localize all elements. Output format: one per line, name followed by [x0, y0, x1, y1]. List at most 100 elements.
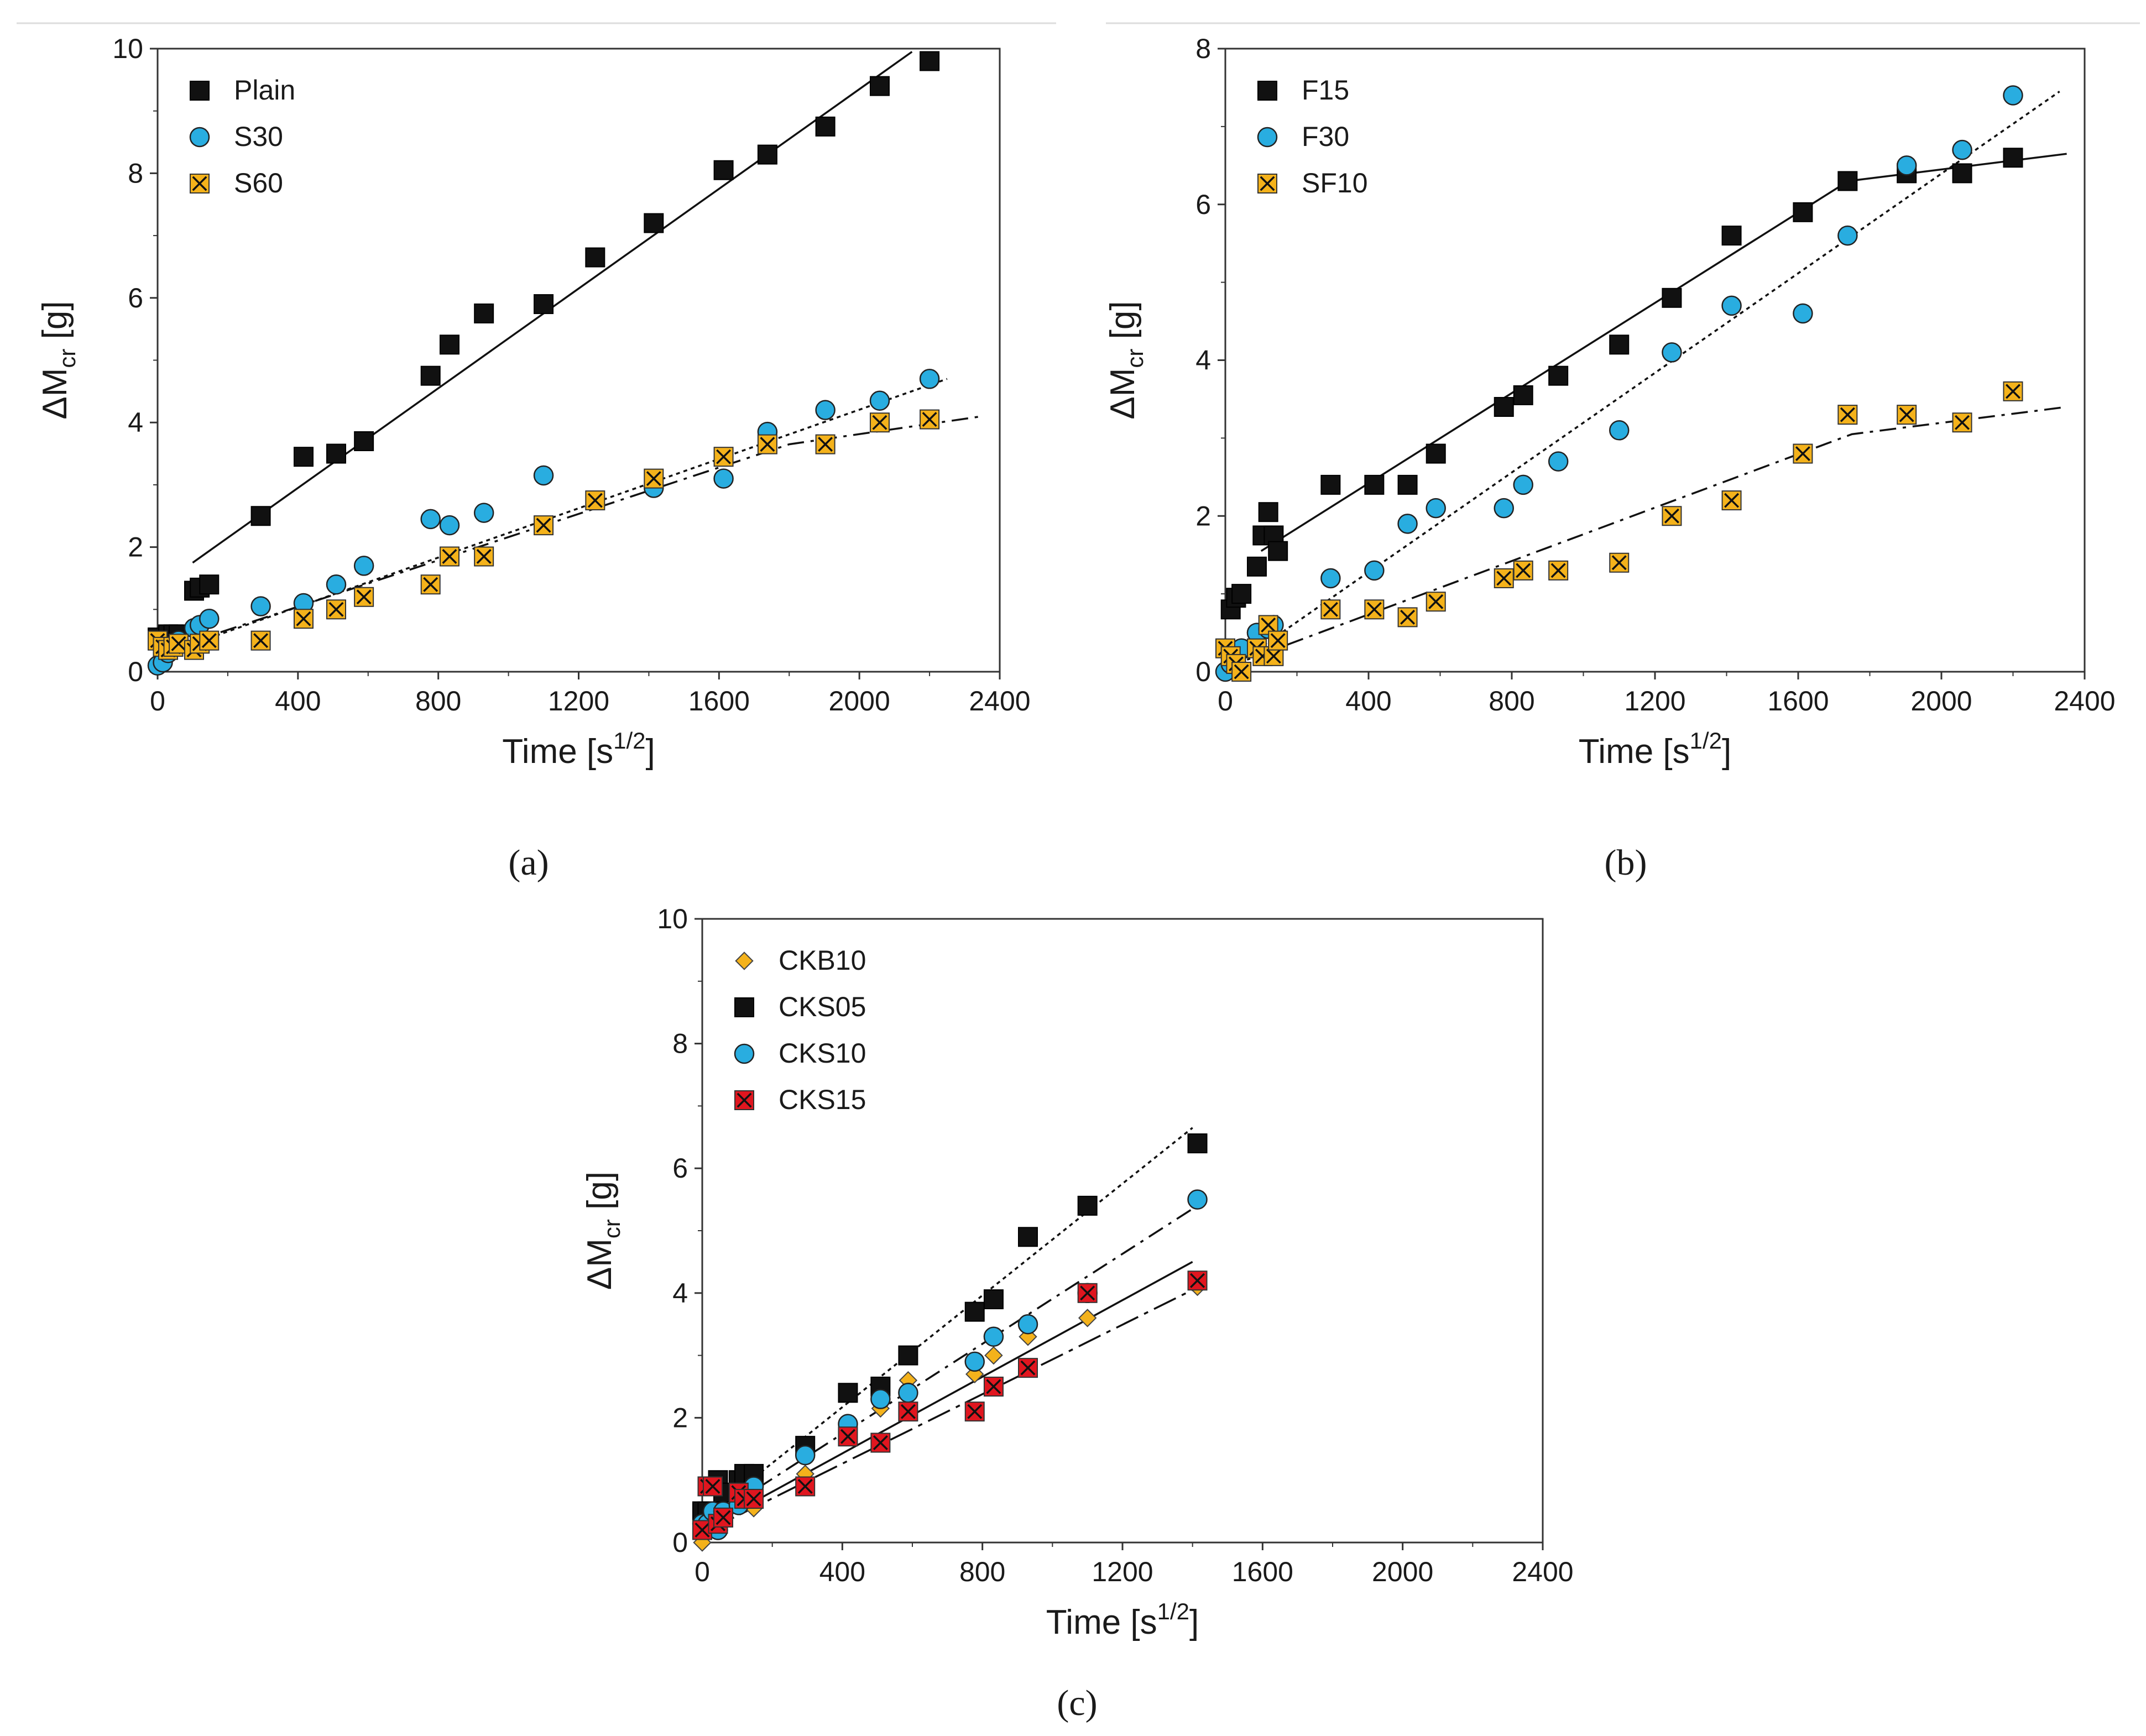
chart-a-plot-frame	[156, 48, 1001, 673]
chart-b-point-f30	[1426, 498, 1446, 519]
chart-a-series-s60	[148, 409, 940, 660]
chart-b-point-sf10	[1494, 568, 1514, 588]
chart-c-y-tick-label: 6	[672, 1153, 688, 1184]
chart-b-x-tick-label: 0	[1218, 686, 1233, 717]
chart-b-point-sf10	[1837, 405, 1858, 425]
chart-c-point-cks15	[870, 1432, 891, 1453]
chart-a-point-plain	[644, 213, 664, 233]
chart-b-point-f15	[1837, 171, 1858, 191]
chart-b-point-f15	[1548, 365, 1569, 386]
chart-a-y-tick-label: 4	[128, 407, 143, 438]
chart-c-fit-line-ckb10	[702, 1261, 1193, 1531]
chart-b-point-f15	[1494, 397, 1514, 417]
chart-b-point-sf10	[1662, 506, 1682, 526]
panel-label-c: (c)	[1057, 1683, 1097, 1723]
chart-b-point-sf10	[1548, 560, 1569, 581]
chart-c-point-cks05	[838, 1383, 858, 1403]
chart-b-point-sf10	[1609, 552, 1630, 573]
chart-c-point-cks15	[1077, 1283, 1098, 1303]
chart-a-point-plain	[815, 116, 836, 137]
chart-c-y-tick-label: 2	[672, 1402, 688, 1433]
chart-b-y-tick-label: 8	[1195, 33, 1211, 64]
chart-b-point-f15	[1397, 474, 1418, 495]
chart-b-point-f15	[1662, 287, 1682, 308]
chart-a-point-s30	[326, 574, 347, 595]
chart-a-point-s30	[353, 556, 374, 576]
chart-b-point-sf10	[1397, 607, 1418, 628]
chart-c-y-tick-label: 8	[672, 1028, 688, 1059]
chart-b-series-sf10	[1215, 381, 2023, 682]
chart-b-legend-marker	[1257, 127, 1278, 148]
chart-b-point-f30	[1397, 514, 1418, 534]
chart-c-point-cks15	[983, 1377, 1004, 1397]
chart-a-fit-line-s60	[157, 415, 983, 654]
chart-a-point-plain	[199, 574, 220, 595]
chart-a-point-s60	[250, 630, 271, 651]
chart-c-legend-label: CKS15	[779, 1084, 866, 1115]
chart-a-point-s60	[474, 546, 494, 567]
chart-c-fit-line-cks10	[702, 1208, 1193, 1525]
chart-c-series-ckb10	[693, 1277, 1207, 1552]
chart-a-point-plain	[713, 160, 734, 180]
chart-b-y-tick-label: 6	[1195, 189, 1211, 220]
chart-b-point-f15	[1246, 556, 1267, 577]
chart-c-y-tick-label: 10	[657, 903, 688, 934]
chart-a-point-s30	[533, 465, 554, 486]
chart-c-point-cks15	[703, 1476, 723, 1497]
chart-c-point-cks05	[1018, 1227, 1038, 1247]
chart-c-point-cks05	[1077, 1195, 1098, 1216]
chart-a-point-s60	[757, 434, 777, 454]
chart-c-point-cks10	[1017, 1314, 1038, 1335]
chart-a-point-plain	[420, 365, 441, 386]
chart-b-point-f15	[1793, 202, 1813, 222]
chart-b-point-f30	[1513, 474, 1533, 495]
chart-b-point-sf10	[1513, 560, 1533, 581]
chart-a-point-s30	[420, 509, 441, 530]
chart-a-point-s30	[199, 608, 220, 629]
chart-a-point-s60	[326, 599, 347, 620]
chart-b-point-sf10	[1320, 599, 1341, 620]
chart-b-point-f30	[1662, 342, 1682, 363]
chart-b-point-f30	[1952, 139, 1972, 160]
chart-panel-a: 0 400 800 1200 1600 2000 2400 0 2 4 6 8 10 Time [s1/2…	[36, 33, 1031, 771]
chart-a-point-s60	[420, 574, 441, 595]
chart-a-point-plain	[293, 447, 314, 467]
chart-panel-c: 0 400 800 1200 1600 2000 2400 0 2 4 6 8 10 Time [s1/2…	[581, 903, 1574, 1641]
chart-a-point-s60	[585, 490, 605, 511]
chart-c-legend-item-cks05: CKS05	[734, 991, 866, 1022]
chart-b-legend-label: F30	[1302, 121, 1349, 152]
chart-c-series-cks10	[692, 1189, 1208, 1540]
chart-c-point-ckb10	[984, 1346, 1003, 1365]
chart-c-legend-label: CKB10	[779, 945, 866, 976]
chart-c-x-tick-label: 2000	[1372, 1556, 1433, 1587]
chart-a-legend-marker	[189, 127, 210, 148]
chart-c-point-cks10	[870, 1389, 891, 1409]
chart-b-point-sf10	[1793, 443, 1813, 464]
chart-a-y-tick-label: 10	[112, 33, 143, 64]
chart-c-legend-marker	[734, 997, 754, 1017]
chart-b-fit-line-f30	[1225, 91, 2060, 673]
chart-a-point-plain	[757, 144, 777, 165]
chart-b-point-sf10	[1721, 490, 1742, 511]
chart-a-point-s60	[439, 546, 460, 567]
chart-c-x-tick-label: 0	[695, 1556, 710, 1587]
chart-b-point-f15	[1320, 474, 1341, 495]
chart-c-legend-label: CKS10	[779, 1038, 866, 1069]
chart-a-x-tick-label: 800	[415, 686, 461, 717]
chart-b-x-tick-label: 1600	[1767, 686, 1829, 717]
chart-b-point-f30	[1793, 303, 1813, 324]
chart-a-y-axis-title: ΔMcr [g]	[36, 301, 80, 419]
chart-a-point-s30	[815, 400, 836, 420]
chart-c-y-tick-label: 0	[672, 1527, 688, 1558]
chart-c-legend-marker	[734, 1090, 754, 1110]
chart-a-point-plain	[326, 443, 347, 464]
chart-a-x-tick-label: 2000	[829, 686, 890, 717]
chart-c-point-ckb10	[1078, 1309, 1097, 1327]
chart-c-point-cks10	[1187, 1189, 1208, 1210]
chart-b-plot-frame	[1224, 48, 2086, 673]
chart-c-point-ckb10	[1019, 1327, 1037, 1346]
chart-a-point-plain	[439, 334, 460, 355]
chart-c-point-cks10	[983, 1326, 1004, 1347]
chart-c-legend-item-cks10: CKS10	[734, 1038, 866, 1069]
